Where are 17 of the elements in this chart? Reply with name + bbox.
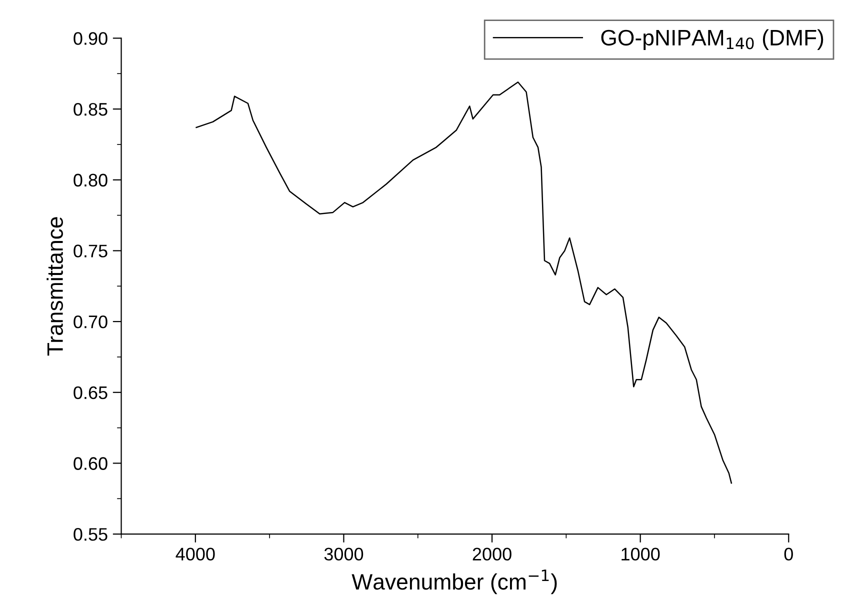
y-tick-label: 0.65 bbox=[74, 386, 108, 400]
legend-label: GO-pNIPAM$_{140}$ (DMF) bbox=[601, 29, 824, 50]
y-tick-label: 0.80 bbox=[74, 174, 108, 187]
x-tick-label: 1000 bbox=[622, 548, 660, 561]
x-tick-label: 0 bbox=[784, 548, 793, 561]
x-tick-label: 3000 bbox=[324, 548, 364, 561]
y-tick-label: 0.70 bbox=[74, 315, 108, 328]
y-tick-label: 0.55 bbox=[74, 528, 108, 541]
x-tick-label: 2000 bbox=[472, 548, 512, 561]
line-series bbox=[196, 81, 732, 484]
x-tick-label: 4000 bbox=[176, 548, 215, 561]
y-axis-title: Transmittance bbox=[46, 217, 63, 356]
y-tick-label: 0.75 bbox=[74, 244, 108, 258]
y-tick-label: 0.85 bbox=[74, 102, 108, 116]
y-tick-label: 0.90 bbox=[74, 32, 108, 45]
x-axis-title: Wavenumber (cm$^{−1}$) bbox=[352, 570, 557, 594]
y-tick-label: 0.60 bbox=[74, 457, 108, 470]
